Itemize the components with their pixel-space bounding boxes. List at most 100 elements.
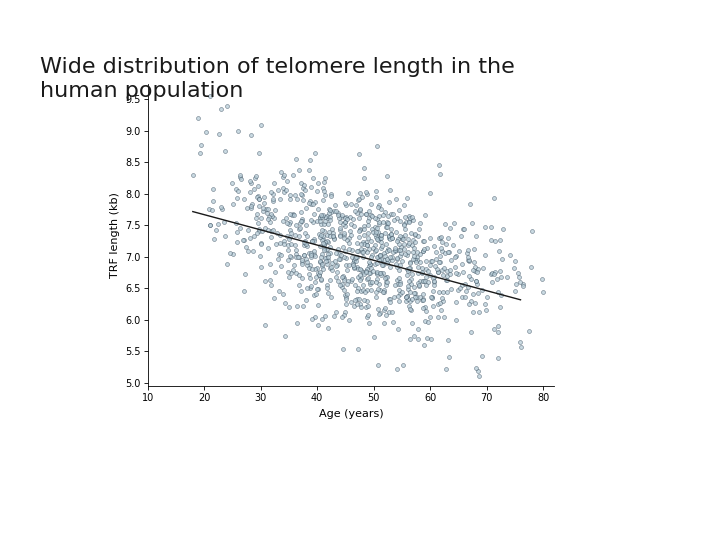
Point <box>320 173 331 182</box>
Point <box>310 252 321 261</box>
Point <box>403 212 415 220</box>
Point <box>463 272 474 280</box>
Point <box>298 251 310 259</box>
Point <box>462 246 474 254</box>
Point <box>409 256 420 265</box>
Point <box>355 266 366 275</box>
Point <box>526 226 538 235</box>
Point <box>361 241 372 249</box>
Point <box>366 212 377 221</box>
Point <box>456 260 467 269</box>
Point <box>399 213 410 221</box>
Point <box>462 253 474 261</box>
Point <box>404 304 415 313</box>
Point <box>465 275 477 284</box>
Point <box>285 229 297 238</box>
Point <box>325 208 337 217</box>
Point <box>327 228 338 237</box>
Point <box>418 245 430 253</box>
Point <box>238 286 250 295</box>
Point <box>289 240 300 249</box>
Point <box>238 235 250 244</box>
Point <box>328 233 340 242</box>
Point <box>409 231 420 239</box>
Point <box>325 192 337 201</box>
Point <box>369 214 381 222</box>
Point <box>363 244 374 253</box>
Point <box>274 287 285 295</box>
Point <box>301 242 312 251</box>
Point <box>341 299 352 308</box>
Point <box>298 240 310 249</box>
Point <box>418 237 429 245</box>
Point <box>428 281 440 290</box>
Point <box>361 275 372 284</box>
Point <box>476 352 487 360</box>
Point <box>287 171 298 180</box>
Point <box>233 126 244 135</box>
Point <box>274 231 285 239</box>
Point <box>384 262 396 271</box>
Point <box>251 192 263 201</box>
Point <box>353 265 364 274</box>
Point <box>336 273 347 281</box>
Point <box>326 225 338 233</box>
Point <box>353 284 364 293</box>
Point <box>354 226 365 234</box>
Point <box>272 255 284 264</box>
Point <box>280 213 292 222</box>
Point <box>427 287 438 295</box>
Point <box>318 184 329 192</box>
Point <box>318 264 329 273</box>
Point <box>341 201 352 210</box>
Point <box>329 201 341 210</box>
Point <box>492 322 504 330</box>
Point <box>393 286 405 294</box>
Point <box>296 255 307 264</box>
Point <box>343 260 354 269</box>
Point <box>441 271 453 280</box>
Point <box>263 213 274 221</box>
Point <box>463 255 474 264</box>
Point <box>380 239 392 248</box>
Point <box>490 237 501 245</box>
Point <box>354 295 365 303</box>
Point <box>284 252 296 260</box>
Point <box>245 179 256 187</box>
Point <box>336 282 348 291</box>
Point <box>315 220 327 228</box>
Point <box>335 254 346 263</box>
Point <box>383 307 395 316</box>
Point <box>352 247 364 255</box>
Point <box>323 213 334 222</box>
Point <box>349 206 361 215</box>
Point <box>376 238 387 247</box>
Point <box>472 268 483 276</box>
Point <box>373 279 384 288</box>
Point <box>315 241 326 250</box>
Point <box>516 342 527 351</box>
Point <box>341 213 352 221</box>
Point <box>425 261 436 269</box>
Point <box>459 293 471 301</box>
Point <box>460 286 472 295</box>
Point <box>387 253 398 262</box>
Point <box>294 218 306 227</box>
Point <box>382 247 393 255</box>
Point <box>414 293 426 302</box>
Point <box>436 305 447 314</box>
Point <box>338 253 350 261</box>
Point <box>379 305 390 314</box>
Point <box>261 209 273 218</box>
Point <box>242 226 253 234</box>
Point <box>370 233 382 241</box>
Point <box>249 174 261 183</box>
Point <box>316 235 328 244</box>
Point <box>334 232 346 240</box>
Point <box>407 248 418 256</box>
Point <box>417 276 428 285</box>
Point <box>420 265 432 274</box>
Point <box>414 250 426 259</box>
Point <box>400 218 411 226</box>
Point <box>318 246 330 255</box>
